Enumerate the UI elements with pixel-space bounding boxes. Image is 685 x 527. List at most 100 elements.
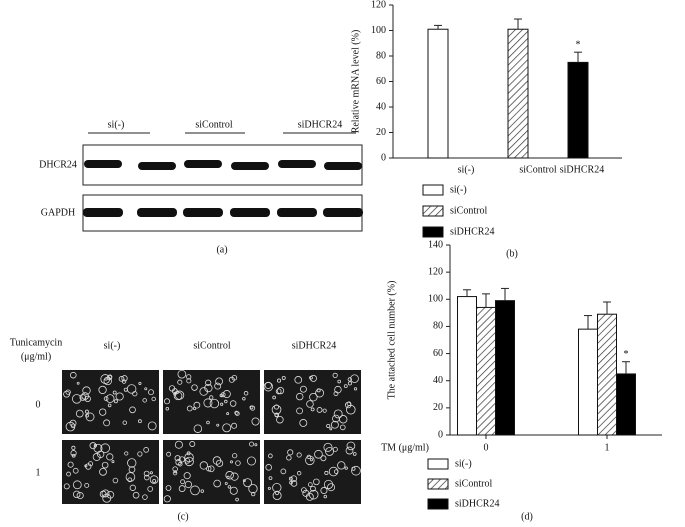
cell [184,480,192,489]
cell [267,486,271,490]
cell [306,400,314,408]
cell [99,490,107,498]
cell [268,453,273,459]
cell [231,422,238,429]
cell [99,408,107,416]
cell [127,458,137,468]
cell [306,454,312,460]
cell [209,398,220,409]
cell [81,392,89,400]
legend-label: si(-) [455,458,472,469]
annotation: * [624,349,629,360]
cell [324,470,329,476]
cell [316,407,323,413]
cell [63,390,71,398]
cell [147,421,157,431]
cell [290,480,298,487]
cell [178,456,186,463]
cell [308,489,319,500]
y-tick-label: 80 [433,321,443,332]
y-tick-label: 140 [428,239,443,250]
cell [85,412,95,422]
cell [309,392,318,402]
cell [320,487,328,495]
cell [268,476,273,480]
cell [137,451,143,457]
cell [79,394,87,401]
legend-swatch [427,458,449,470]
cell [193,401,201,409]
cell [174,440,183,449]
micrograph [62,370,159,434]
cell [248,484,258,494]
cell [296,452,302,458]
cell [327,483,336,492]
cell [148,389,154,396]
cell [168,385,176,392]
cell [129,406,136,414]
cell [111,460,115,464]
micrograph-images [62,369,361,504]
y-tick-label: 40 [376,101,386,112]
cell [106,374,113,381]
cell [220,402,224,406]
cell [215,377,223,386]
band [323,208,363,217]
cell [105,394,115,403]
cell [333,391,339,397]
cell [84,409,89,414]
cell [305,455,315,466]
cell [106,490,115,499]
cell [203,398,213,408]
bar [578,328,598,436]
blot-panel: si(-) siControl siDHCR24 DHCR24 GAPDH (a… [39,119,363,255]
legend-label: siControl [455,478,492,489]
cell [125,472,136,482]
panel-label: (d) [521,511,533,522]
cell [271,404,282,415]
legend-label: siControl [450,205,487,216]
band [84,160,122,168]
legend-swatch [422,205,444,217]
cell [344,466,348,470]
cell [106,453,114,461]
annotation: * [576,39,581,50]
cell [70,450,77,457]
cell [226,475,230,479]
cell [352,452,357,456]
band [231,162,269,170]
cell [332,372,338,378]
cell [84,395,91,402]
y-tick-label: 80 [376,50,386,61]
bar [427,28,449,159]
cell [205,379,212,386]
micrograph-panel: Tunicamycin (μg/ml) si(-) siControl siDH… [10,337,361,522]
legend-swatch [427,478,449,490]
cell [206,420,210,425]
blot-group-label: si(-) [108,119,125,130]
cell [177,379,183,385]
cell [323,479,334,490]
legend-swatch [427,498,449,510]
bar [567,61,589,159]
bar [616,373,636,436]
cell [144,474,150,481]
bar [476,306,496,436]
cell [296,407,303,415]
cell [225,471,234,480]
cell [326,423,331,429]
cell [118,376,125,382]
cell [69,419,77,427]
cell [263,382,274,392]
cell [101,461,109,469]
cell [286,455,292,461]
cell [330,420,339,429]
cell [186,405,193,412]
y-tick-label: 120 [371,0,386,10]
cell [224,399,228,404]
cell [310,407,315,412]
cell [88,461,94,467]
band [230,208,270,217]
y-tick-label: 60 [433,348,443,359]
